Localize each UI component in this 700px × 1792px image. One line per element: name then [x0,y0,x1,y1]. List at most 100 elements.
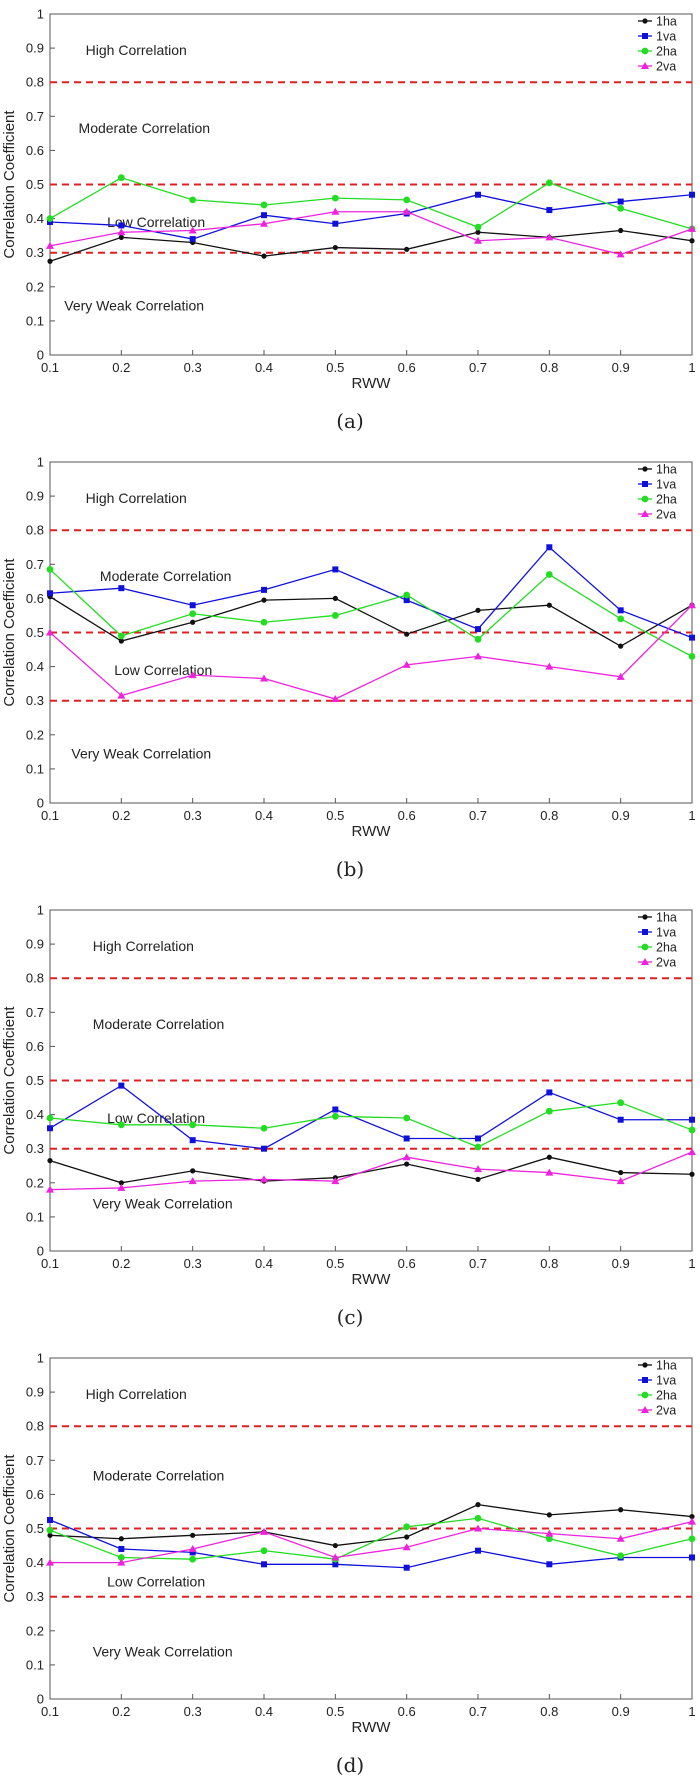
data-point [190,1168,196,1174]
data-point [688,224,696,232]
x-tick-label: 0.2 [112,1256,130,1271]
series-2ha [46,566,696,660]
data-point [546,1512,552,1518]
legend-label: 2va [656,956,676,970]
legend-label: 2ha [656,941,677,955]
data-point [189,610,197,618]
x-axis-title: RWW [352,1271,392,1288]
panel-caption: (b) [336,857,364,881]
series-1ha [47,227,695,264]
y-tick-label: 0.3 [26,1589,44,1604]
data-point [189,602,196,609]
legend-label: 1ha [656,911,677,925]
x-tick-label: 0.1 [41,1256,59,1271]
y-tick-label: 0.3 [26,1141,44,1156]
data-point [617,607,624,614]
data-point [260,201,268,209]
data-point [688,1517,696,1525]
y-tick-label: 0.4 [26,1107,44,1122]
x-tick-label: 0.8 [540,1256,558,1271]
data-point [474,1514,482,1522]
data-point [117,1558,126,1566]
legend-marker [642,18,648,24]
legend-marker [642,929,648,935]
data-point [260,1527,268,1535]
y-axis-title: Correlation Coefficient [1,558,18,707]
data-point [46,1558,54,1566]
panel-caption: (d) [336,1753,364,1777]
y-tick-label: 0.2 [26,1175,44,1190]
region-label: Low Correlation [107,1110,205,1126]
data-point [689,1171,695,1177]
region-label: Low Correlation [107,214,205,230]
data-point [331,612,339,619]
data-point [474,1165,482,1173]
legend-marker [642,33,648,39]
y-tick-label: 0.8 [26,971,44,986]
data-point [403,1114,411,1122]
data-point [404,246,410,252]
y-tick-label: 0 [37,1244,44,1259]
region-label: High Correlation [93,938,194,954]
data-point [47,1125,53,1132]
data-point [188,1544,197,1552]
x-tick-label: 0.8 [540,1704,558,1719]
data-point [474,223,482,231]
data-point [402,1543,411,1551]
x-tick-label: 0.5 [326,1256,344,1271]
region-label: High Correlation [86,490,187,506]
x-tick-label: 0.6 [398,360,416,375]
data-point [688,1535,696,1543]
x-tick-label: 0.9 [612,360,630,375]
data-point [118,585,125,592]
data-point [46,1526,54,1534]
series-1va [47,1082,695,1152]
data-point [332,244,338,251]
legend-label: 2va [656,60,676,74]
data-point [117,1183,126,1191]
y-tick-label: 0.2 [26,279,44,294]
series-2va [46,207,696,258]
x-tick-label: 0.9 [612,808,630,823]
x-tick-label: 0.9 [612,1704,630,1719]
region-label: Very Weak Correlation [93,1643,233,1659]
y-tick-label: 0.5 [26,625,44,640]
legend-label: 2va [656,508,676,522]
data-point [188,226,197,234]
x-tick-label: 0.7 [469,360,487,375]
data-point [545,571,553,578]
data-point [617,1552,625,1560]
data-point [118,234,124,240]
legend-label: 2ha [656,45,677,59]
series-2va [46,1148,696,1193]
data-point [689,238,695,244]
data-point [331,1177,340,1185]
data-point [545,1168,554,1176]
data-point [261,253,267,259]
y-axis-title: Correlation Coefficient [1,110,18,259]
data-point [546,1561,553,1568]
series-line [49,1156,693,1184]
data-point [117,691,126,699]
data-point [474,635,482,643]
x-tick-label: 0.4 [255,1256,273,1271]
chart-panel: 0 0.1 0.2 0.3 0.4 0.5 0.6 0.7 0.8 0.9 1 0.1 0.2 0.3 0.… [0,0,700,448]
data-point [331,207,340,215]
data-point [118,1082,125,1089]
y-tick-label: 0.8 [26,523,44,538]
data-point [47,219,53,226]
data-point [260,674,268,682]
data-point [545,662,554,670]
series-line [49,1084,692,1150]
line-chart: 00.10.20.30.40.50.60.70.80.910.1 0.2 0.3 0.… [1,7,696,433]
data-point [403,1564,410,1571]
data-point [404,1161,410,1167]
series-1ha [47,594,695,649]
y-tick-label: 0.7 [26,1453,44,1468]
legend-marker [642,481,648,487]
data-point [688,652,696,660]
legend-marker [641,510,649,517]
legend-marker [641,495,649,503]
y-tick-label: 0.3 [26,693,44,708]
